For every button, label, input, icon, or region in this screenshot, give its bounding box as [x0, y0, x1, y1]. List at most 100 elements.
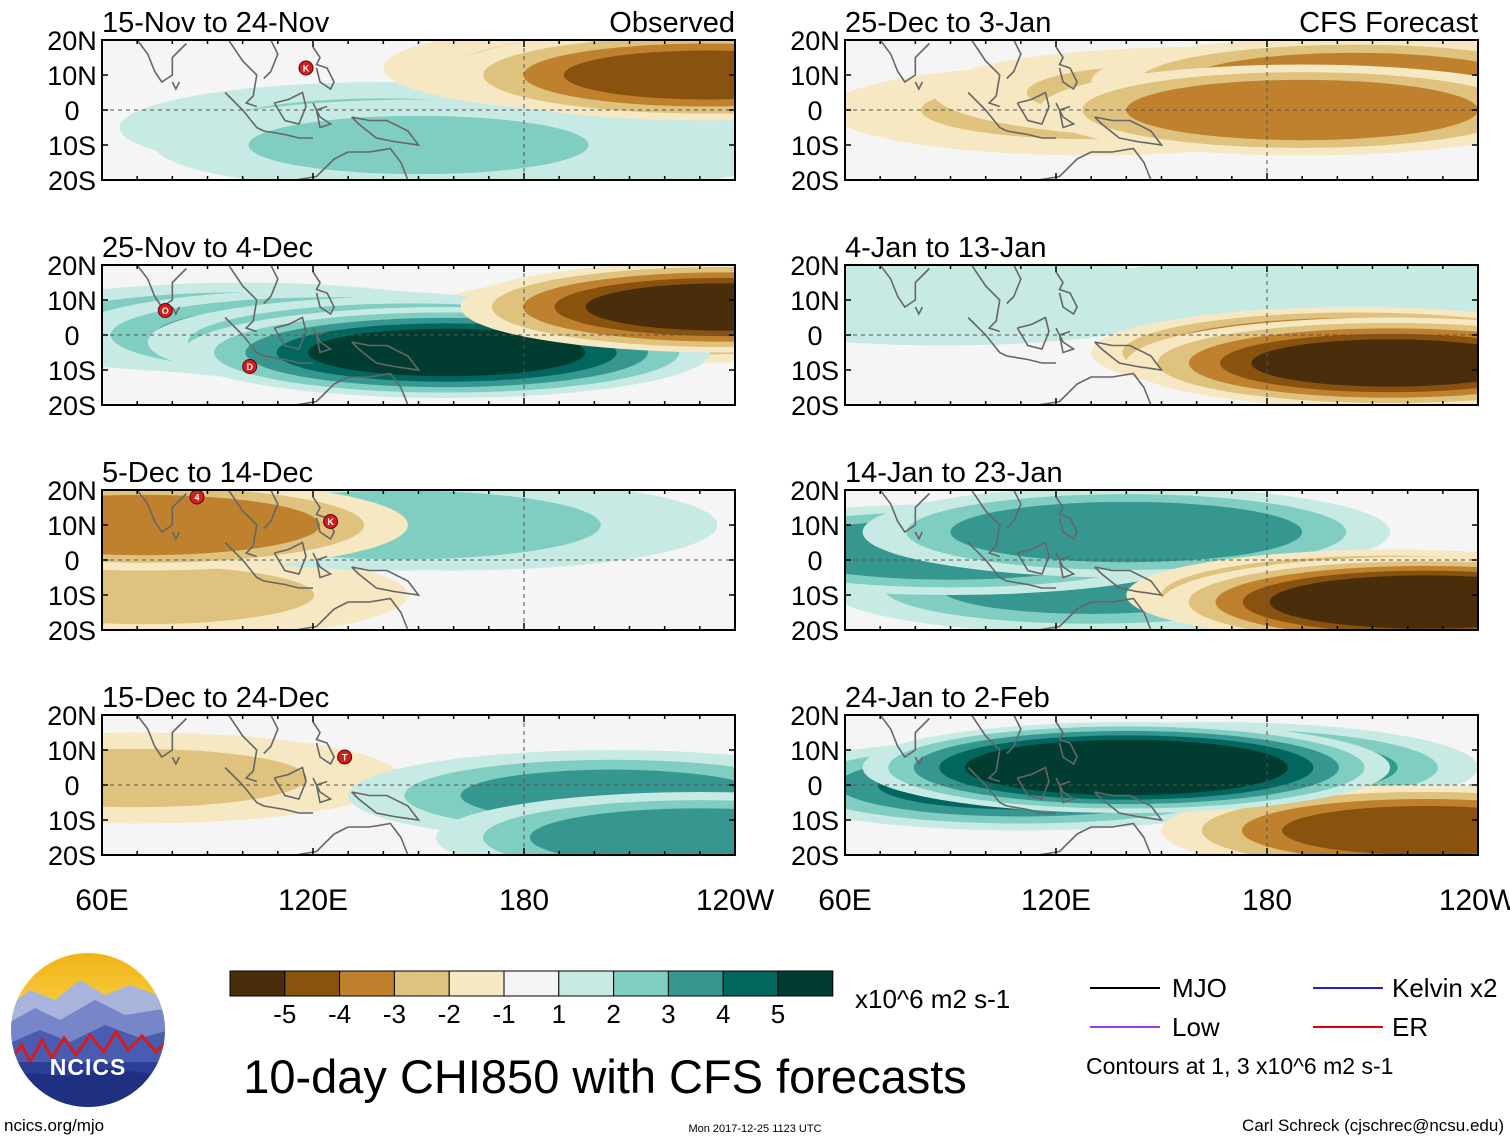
storm-letter: D [246, 362, 253, 372]
storm-letter: K [303, 64, 310, 74]
coastline [1038, 826, 1092, 855]
coastline [1055, 271, 1078, 316]
coastline [224, 316, 265, 357]
colorbar-tick-label: -5 [273, 999, 296, 1029]
panel-period-title: 15-Dec to 24-Dec [102, 682, 329, 714]
coastline [312, 777, 333, 804]
colorbar-tick-label: 5 [771, 999, 785, 1029]
legend-label-mjo: MJO [1172, 973, 1227, 1003]
coastline [1006, 715, 1022, 755]
coastline [1055, 721, 1078, 766]
y-tick-label: 20S [48, 616, 96, 646]
coastline [1094, 566, 1164, 597]
coastlines [136, 715, 421, 855]
y-tick-label: 10S [791, 806, 839, 836]
y-tick-label: 20N [47, 26, 97, 56]
coastline [351, 116, 421, 147]
anomaly-shading [529, 808, 735, 855]
coastline [1091, 147, 1152, 180]
colorbar-tick-label: 2 [606, 999, 620, 1029]
colorbar-swatch [284, 970, 341, 997]
map-panel: 20N 10N 0 10S 20S 25-Dec to 3-Jan CFS Forecast [790, 7, 1479, 196]
y-tick-label: 0 [64, 321, 79, 351]
y-tick-label: 20N [790, 26, 840, 56]
coastline [227, 715, 258, 783]
panel-period-title: 15-Nov to 24-Nov [102, 7, 330, 39]
coastlines [879, 490, 1164, 630]
coastline [1094, 791, 1164, 822]
coastline [914, 531, 924, 541]
y-tick-label: 20N [790, 701, 840, 731]
coastline [348, 822, 409, 855]
coastline [224, 91, 265, 132]
contour-legend: MJO Kelvin x2 Low ER Contours at 1, 3 x1… [1086, 973, 1498, 1079]
storm-symbol [298, 60, 314, 76]
colorbar-tick-label: 1 [552, 999, 566, 1029]
legend-label-low: Low [1172, 1012, 1220, 1042]
coastline [263, 805, 313, 814]
coastline [1091, 597, 1152, 630]
panel-ticks [101, 39, 736, 181]
y-tick-label: 0 [807, 321, 822, 351]
coastline [970, 265, 1001, 333]
coastline [1055, 102, 1076, 129]
coastline [1094, 116, 1164, 147]
coastline [1006, 355, 1056, 364]
coastline [273, 766, 307, 800]
legend-label-er: ER [1392, 1012, 1428, 1042]
storm-symbol [157, 303, 173, 318]
y-tick-label: 10N [790, 736, 840, 766]
colorbar-tick-label: 4 [716, 999, 730, 1029]
coastline [263, 265, 279, 305]
coastline [273, 316, 307, 350]
coastline [348, 597, 409, 630]
coastline [263, 130, 313, 139]
coastline [263, 580, 313, 589]
coastline [1006, 580, 1056, 589]
panel-label: Observed [609, 7, 735, 39]
map-panel: K 20N 10N 0 10S 20S 15-Nov to 24-Nov Observed [47, 7, 736, 196]
map-panel: 20N 10N 0 10S 20S 14-Jan to 23-Jan [790, 457, 1479, 646]
coastline [312, 327, 333, 354]
storm-marker: 4 [189, 489, 205, 505]
map-panel: 20N 10N 0 10S 20S 24-Jan to 2-Feb [790, 682, 1479, 871]
coastline [312, 271, 335, 316]
coastline [295, 376, 349, 405]
panel-label: CFS Forecast [1299, 7, 1478, 39]
anomaly-shading [563, 50, 735, 100]
y-tick-label: 20N [790, 251, 840, 281]
coastline [263, 715, 279, 755]
footer-timestamp: Mon 2017-12-25 1123 UTC [688, 1123, 821, 1135]
panel-period-title: 14-Jan to 23-Jan [845, 457, 1063, 489]
coastline [1016, 316, 1050, 350]
y-tick-label: 10S [48, 131, 96, 161]
colorbar-swatch [448, 970, 505, 997]
ncics-logo: NCICS [11, 953, 165, 1107]
coastline [263, 40, 279, 80]
coastline [1091, 822, 1152, 855]
panel-ticks [101, 714, 736, 856]
panel-ticks [844, 39, 1479, 181]
y-tick-label: 10S [48, 806, 96, 836]
y-tick-label: 20N [47, 251, 97, 281]
panel-ticks [101, 264, 736, 406]
anomaly-shading [990, 744, 1263, 791]
coastline [312, 552, 333, 579]
coastline [914, 81, 924, 91]
legend-label-kelvin: Kelvin x2 [1392, 973, 1498, 1003]
coastline [348, 147, 409, 180]
y-tick-label: 20S [48, 841, 96, 871]
map-panel: 20N 10N 0 10S 20S 4-Jan to 13-Jan [790, 232, 1479, 421]
coastline [312, 46, 335, 91]
y-tick-label: 20S [791, 841, 839, 871]
figure-title: 10-day CHI850 with CFS forecasts [243, 1050, 967, 1103]
y-tick-label: 10S [791, 356, 839, 386]
y-tick-label: 10N [790, 61, 840, 91]
y-tick-label: 20S [791, 616, 839, 646]
contour-note: Contours at 1, 3 x10^6 m2 s-1 [1086, 1053, 1393, 1079]
anomaly-shading [1251, 339, 1478, 387]
anomaly-field [102, 732, 735, 855]
colorbar-swatch [558, 970, 615, 997]
y-tick-label: 0 [807, 771, 822, 801]
coastlines [879, 40, 1164, 180]
